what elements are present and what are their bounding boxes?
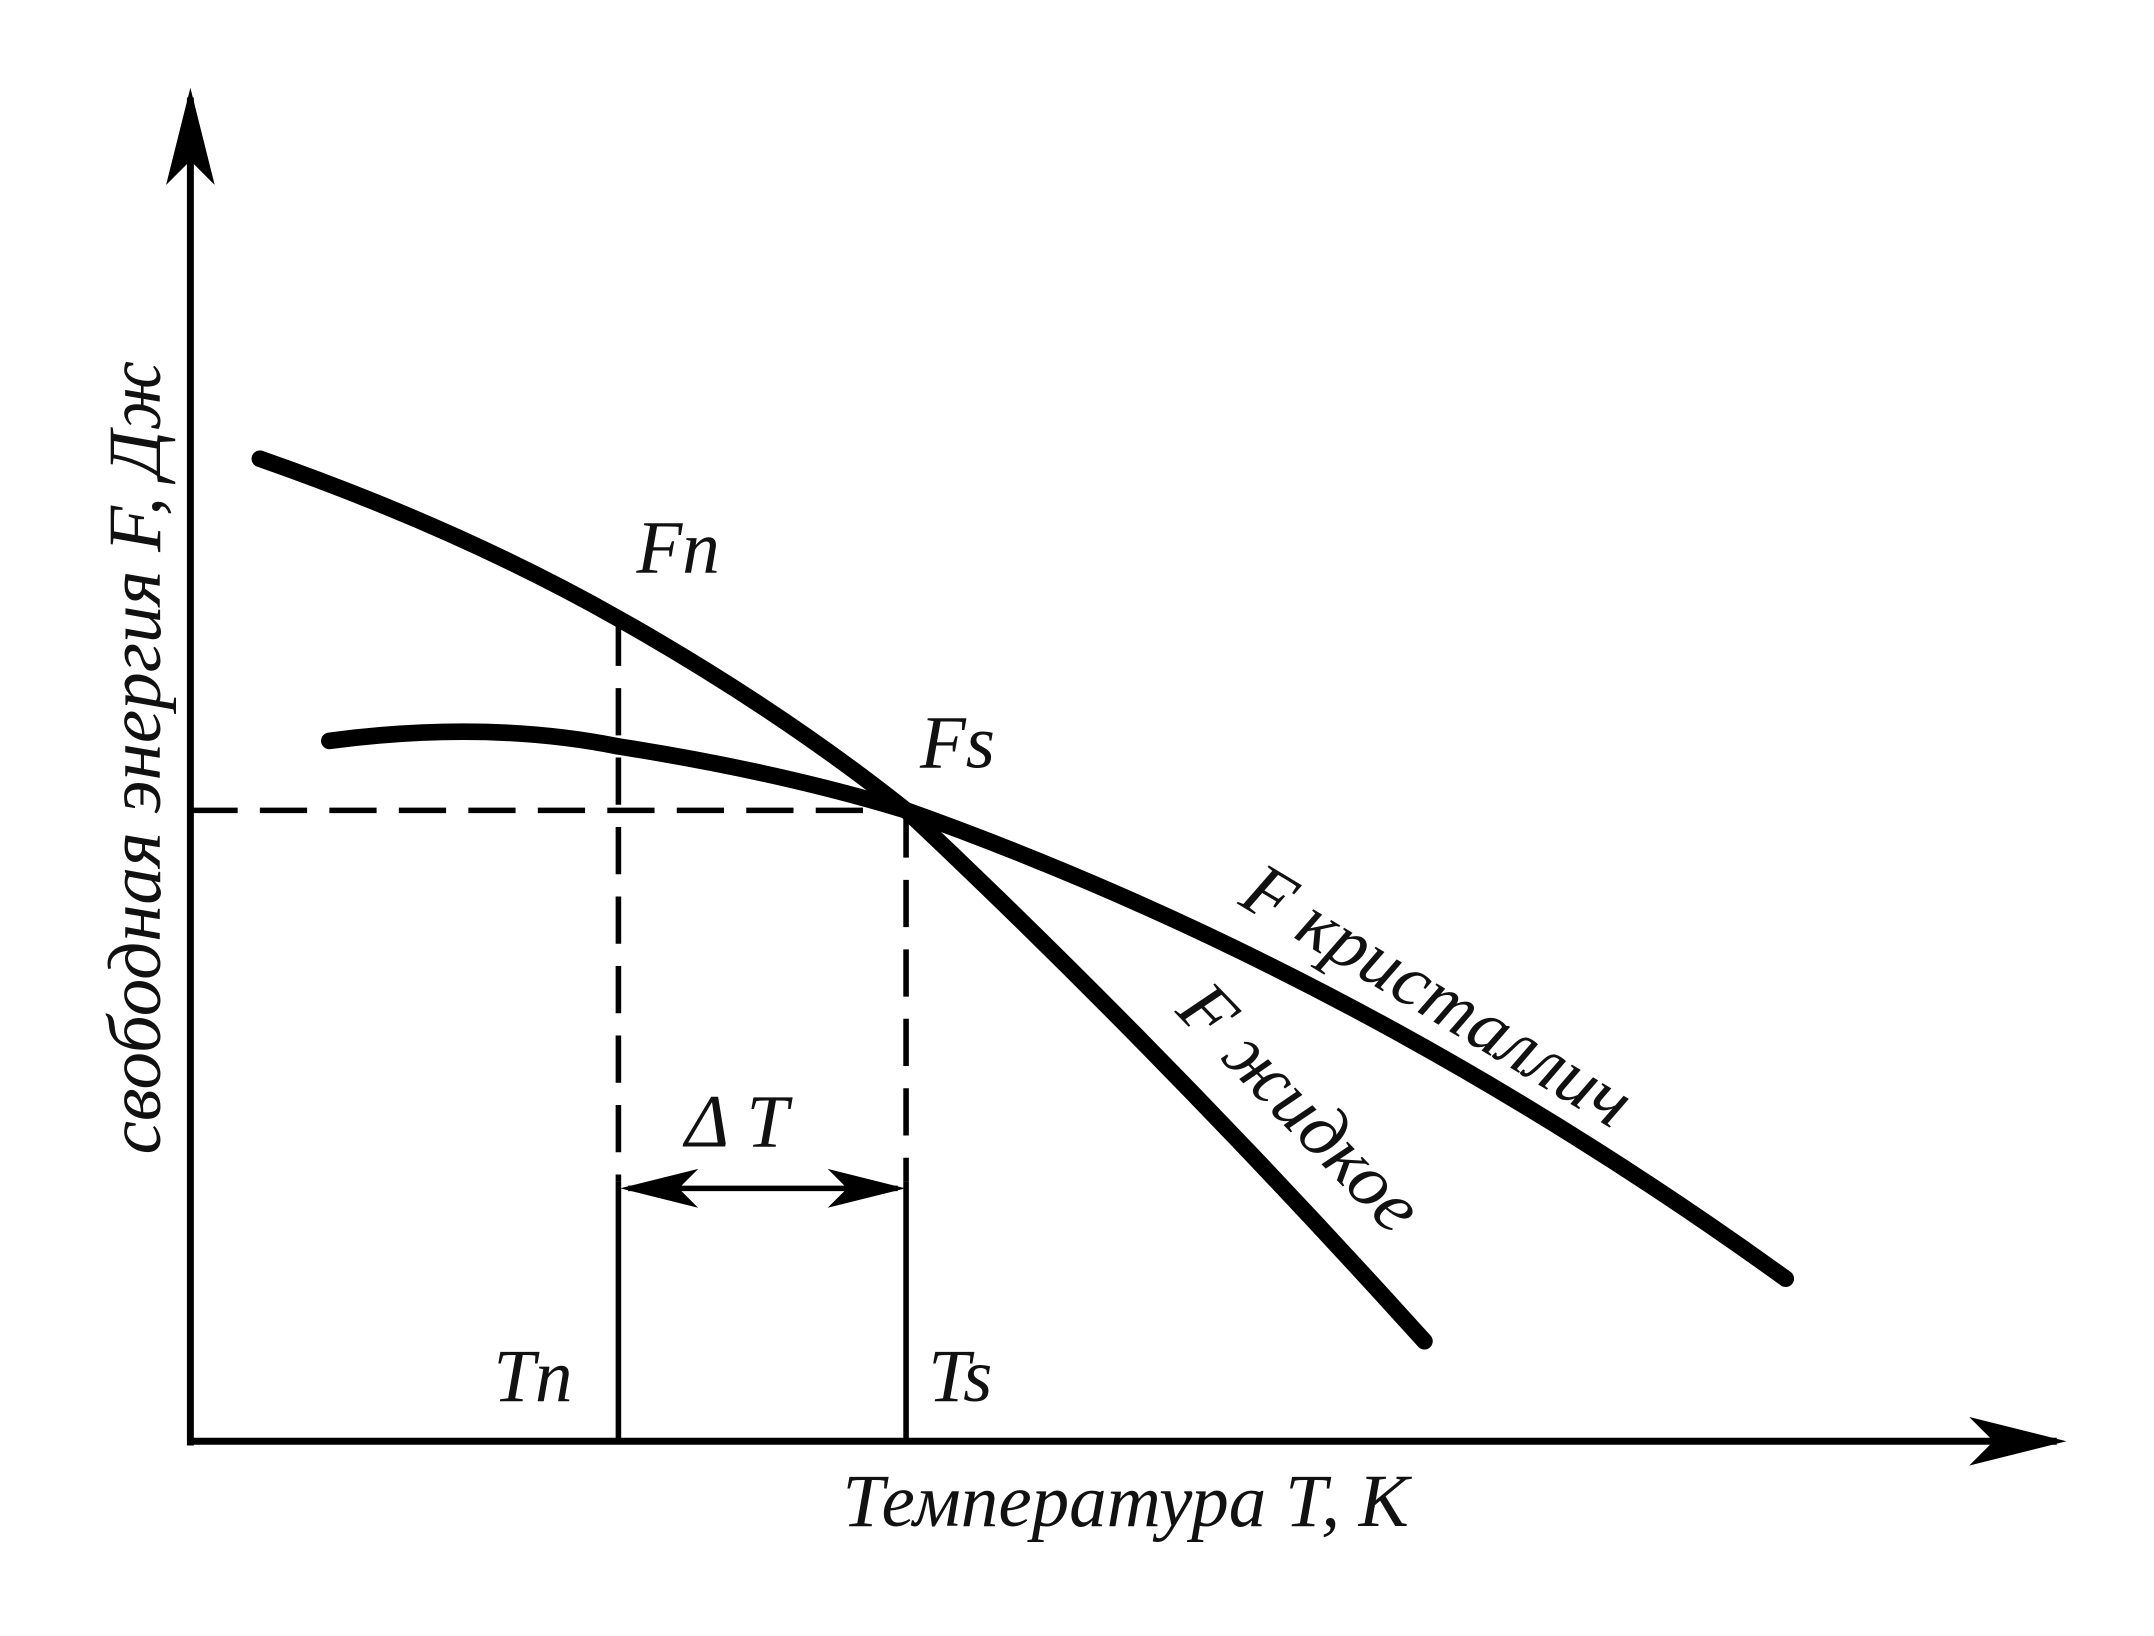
delta-label: Δ T <box>682 1081 793 1164</box>
point-label: Fn <box>635 507 719 590</box>
point-label: Ts <box>928 1335 992 1418</box>
y-axis-label: свободная энергия F, Дж <box>94 361 177 1155</box>
x-axis-label: Температура T, K <box>842 1460 1412 1543</box>
crystal-curve <box>321 723 1795 1288</box>
point-label: Tn <box>493 1335 572 1418</box>
point-label: Fs <box>919 701 995 784</box>
liquid-curve <box>251 450 1433 1350</box>
